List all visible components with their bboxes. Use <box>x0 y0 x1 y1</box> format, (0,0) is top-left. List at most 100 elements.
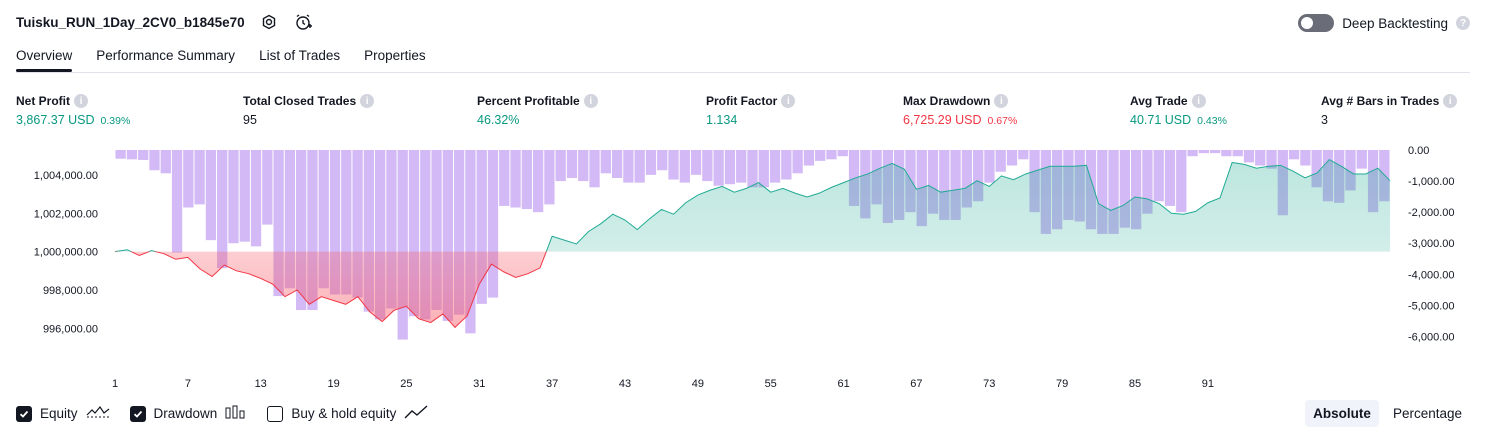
alarm-add-icon[interactable] <box>293 12 313 32</box>
info-icon[interactable]: i <box>1191 94 1206 108</box>
metric-value: 3 <box>1321 113 1328 127</box>
tab-list-of-trades[interactable]: List of Trades <box>259 48 341 63</box>
metric-max-drawdown: Max Drawdown i 6,725.29 USD 0.67% <box>903 94 1017 127</box>
drawdown-bar <box>510 150 521 208</box>
info-icon[interactable]: i <box>360 94 375 108</box>
x-axis-tick-label: 49 <box>692 378 704 390</box>
drawdown-bar <box>194 150 205 205</box>
toggle-knob <box>1301 17 1314 29</box>
drawdown-bar <box>1198 150 1209 154</box>
metric-label: Percent Profitable <box>477 94 580 108</box>
drawdown-bar <box>826 150 837 160</box>
equity-loss-fill <box>115 251 1390 328</box>
drawdown-bar <box>1176 150 1187 213</box>
drawdown-bar <box>1345 150 1356 191</box>
drawdown-bar <box>1108 150 1119 234</box>
drawdown-bar <box>138 150 149 160</box>
metric-avg-bars: Avg # Bars in Trades i 3 <box>1321 94 1458 127</box>
info-icon[interactable]: i <box>781 94 796 108</box>
strategy-name: Tuisku_RUN_1Day_2CV0_b1845e70 <box>16 14 245 30</box>
drawdown-bar <box>611 150 623 178</box>
drawdown-bar <box>149 150 160 171</box>
x-axis-tick-label: 25 <box>400 378 412 390</box>
right-axis-tick-label: -5,000.00 <box>1408 300 1454 312</box>
drawdown-bar <box>250 150 262 247</box>
question-icon[interactable]: ? <box>1456 16 1470 30</box>
x-axis-tick-label: 37 <box>546 378 558 390</box>
drawdown-bar <box>1311 150 1322 188</box>
drawdown-bar <box>589 150 600 188</box>
info-icon[interactable]: i <box>1443 94 1458 108</box>
drawdown-bar <box>600 150 611 174</box>
legend-drawdown[interactable]: Drawdown <box>129 404 248 423</box>
checkbox-checked-icon[interactable] <box>16 405 32 422</box>
info-icon[interactable]: i <box>74 94 88 108</box>
drawdown-bar <box>115 150 126 159</box>
drawdown-bar <box>318 150 329 289</box>
drawdown-bar <box>1243 150 1255 163</box>
drawdown-bar <box>1221 150 1232 157</box>
equity-chart[interactable]: 1,004,000.00 1,002,000.00 1,000,000.00 998,… <box>0 140 1486 395</box>
drawdown-bar <box>217 150 228 269</box>
drawdown-bar <box>1232 150 1243 157</box>
drawdown-bar <box>566 150 578 178</box>
tab-performance-summary[interactable]: Performance Summary <box>96 48 236 63</box>
x-axis-tick-label: 31 <box>473 378 485 390</box>
legend-buy-hold[interactable]: Buy & hold equity <box>267 404 428 423</box>
drawdown-bar <box>521 150 532 210</box>
drawdown-bar <box>837 150 848 157</box>
absolute-button[interactable]: Absolute <box>1305 400 1379 427</box>
drawdown-bar <box>1130 150 1142 230</box>
drawdown-bar <box>1153 150 1164 202</box>
drawdown-bar <box>747 150 758 188</box>
tab-properties[interactable]: Properties <box>364 48 426 63</box>
right-axis-tick-label: -2,000.00 <box>1408 207 1454 219</box>
x-axis-tick-label: 19 <box>327 378 339 390</box>
x-axis: 1 7 13 19 25 31 37 43 49 55 61 67 73 79 85 91 <box>112 378 1214 390</box>
metric-total-closed-trades: Total Closed Trades i 95 <box>243 94 375 127</box>
drawdown-bar <box>1356 150 1367 169</box>
drawdown-bar <box>578 150 589 182</box>
chart-legend: Equity Drawdown Buy & hold equity <box>16 404 428 423</box>
x-axis-tick-label: 73 <box>983 378 995 390</box>
right-axis-tick-label: -1,000.00 <box>1408 176 1454 188</box>
drawdown-bar <box>634 150 645 183</box>
percentage-button[interactable]: Percentage <box>1392 406 1462 421</box>
deep-backtesting-toggle[interactable] <box>1298 14 1335 32</box>
drawdown-bar <box>363 150 375 312</box>
metric-label: Net Profit <box>16 94 70 108</box>
checkbox-unchecked-icon[interactable] <box>267 405 284 422</box>
legend-equity[interactable]: Equity <box>16 404 110 423</box>
drawdown-bar <box>781 150 792 180</box>
metric-label: Avg # Bars in Trades <box>1321 94 1440 108</box>
metric-value: 46.32% <box>477 113 520 127</box>
drawdown-bar <box>939 150 950 220</box>
left-axis-tick-label: 1,000,000.00 <box>34 247 98 259</box>
drawdown-bar <box>171 150 183 253</box>
x-axis-tick-label: 91 <box>1202 378 1214 390</box>
info-icon[interactable]: i <box>994 94 1009 108</box>
info-icon[interactable]: i <box>583 94 598 108</box>
x-axis-tick-label: 61 <box>837 378 849 390</box>
drawdown-bar <box>273 150 284 297</box>
drawdown-bar <box>690 150 702 175</box>
checkbox-checked-icon[interactable] <box>129 405 146 422</box>
drawdown-bar <box>679 150 690 183</box>
right-axis-tick-label: 0.00 <box>1408 145 1429 157</box>
metric-label: Avg Trade <box>1130 94 1188 108</box>
drawdown-bar <box>927 150 939 214</box>
drawdown-bar <box>465 150 476 334</box>
settings-icon[interactable] <box>259 12 279 32</box>
drawdown-bar <box>442 150 453 321</box>
left-axis-tick-label: 996,000.00 <box>43 323 98 335</box>
drawdown-bar <box>329 150 341 295</box>
tab-overview[interactable]: Overview <box>16 48 73 72</box>
equity-area <box>115 159 1390 328</box>
drawdown-bar <box>532 150 544 213</box>
drawdown-bar <box>228 150 239 244</box>
drawdown-bar <box>454 150 465 315</box>
metric-percent: 0.43% <box>1197 115 1227 127</box>
metric-profit-factor: Profit Factor i 1.134 <box>706 94 796 127</box>
drawdown-bar <box>431 150 442 311</box>
legend-label: Equity <box>40 406 78 421</box>
